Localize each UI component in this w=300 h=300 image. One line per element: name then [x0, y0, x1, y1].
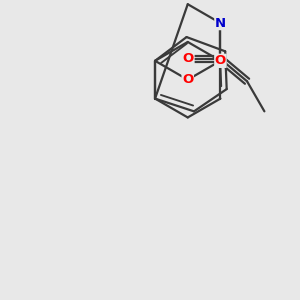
Text: N: N [215, 16, 226, 30]
Text: O: O [183, 52, 194, 65]
Text: O: O [215, 54, 226, 67]
Text: O: O [182, 73, 194, 86]
